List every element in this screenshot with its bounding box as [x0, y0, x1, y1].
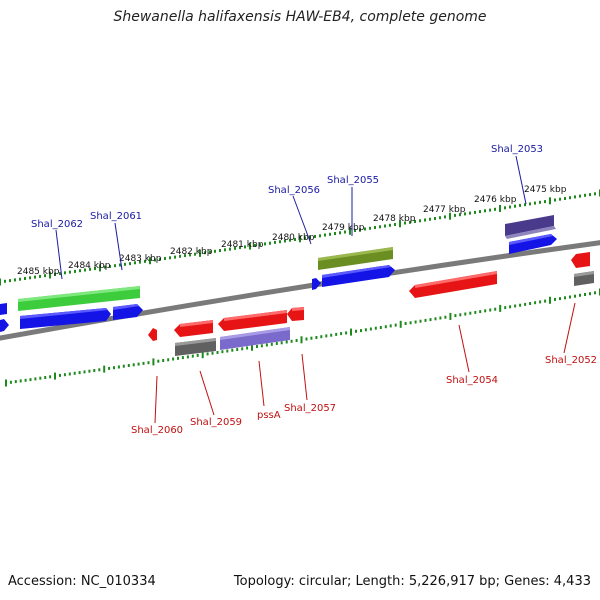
scale-label-2483: 2483 kbp	[119, 254, 162, 264]
cds-reverse-shal-2054[interactable]	[409, 271, 497, 298]
leader-shal-2054	[458, 324, 470, 373]
cds-reverse-shal-2052[interactable]	[571, 252, 590, 268]
cds-reverse-shal-2059[interactable]	[174, 320, 213, 337]
cds-forward-shal-2062[interactable]	[20, 308, 111, 329]
ruler-lower	[5, 288, 600, 387]
leader-shal-2060	[154, 375, 158, 424]
scale-label-2485: 2485 kbp	[17, 267, 60, 277]
leader-shal-2059	[199, 370, 215, 416]
label-shal-2060[interactable]: Shal_2060	[131, 425, 183, 436]
label-shal-2059[interactable]: Shal_2059	[190, 417, 242, 428]
feature-rna-green[interactable]	[18, 286, 140, 311]
scale-label-2480: 2480 kbp	[272, 233, 315, 243]
label-shal-2052[interactable]: Shal_2052	[545, 355, 597, 366]
label-shal-2057[interactable]: Shal_2057	[284, 403, 336, 414]
label-shal-2056[interactable]: Shal_2056	[268, 185, 320, 196]
genome-summary-text: Topology: circular; Length: 5,226,917 bp…	[233, 574, 591, 589]
feature-olive-gene[interactable]	[318, 247, 393, 270]
scale-label-2475: 2475 kbp	[524, 185, 567, 195]
scale-label-2478: 2478 kbp	[373, 214, 416, 224]
cds-reverse-shal-2060[interactable]	[148, 328, 157, 341]
ruler-upper	[0, 189, 600, 286]
cds-forward-left-edge[interactable]	[0, 303, 9, 332]
feature-dark-blue-gene[interactable]	[505, 215, 556, 239]
label-shal-2055[interactable]: Shal_2055	[327, 175, 379, 186]
cds-reverse-shal-2057[interactable]	[287, 307, 304, 321]
genome-backbone	[0, 240, 600, 341]
scale-label-2481: 2481 kbp	[221, 240, 264, 250]
feature-gray-gene-2[interactable]	[574, 271, 594, 286]
leader-shal-2057	[301, 353, 308, 401]
cds-reverse-pssa[interactable]	[218, 310, 287, 331]
feature-gray-gene-1[interactable]	[175, 338, 216, 356]
accession-text: Accession: NC_010334	[8, 574, 156, 589]
leader-shal-2056	[292, 195, 312, 245]
map-title: Shewanella halifaxensis HAW-EB4, complet…	[113, 9, 487, 25]
leader-shal-2053	[515, 155, 527, 205]
scale-label-2479: 2479 kbp	[322, 223, 365, 233]
label-shal-2053[interactable]: Shal_2053	[491, 144, 543, 155]
leader-pssa	[258, 360, 265, 407]
scale-label-2476: 2476 kbp	[474, 195, 517, 205]
label-shal-2054[interactable]: Shal_2054	[446, 375, 498, 386]
cds-forward-shal-2053[interactable]	[509, 234, 557, 254]
scale-label-2477: 2477 kbp	[423, 205, 466, 215]
leader-shal-2062	[55, 229, 63, 280]
label-shal-2062[interactable]: Shal_2062	[31, 219, 83, 230]
leader-shal-2052	[563, 302, 576, 354]
label-shal-2061[interactable]: Shal_2061	[90, 211, 142, 222]
feature-lavender-gene[interactable]	[220, 327, 290, 350]
cds-forward-shal-2056[interactable]	[312, 278, 321, 290]
label-pssa[interactable]: pssA	[257, 410, 281, 421]
leader-shal-2061	[114, 222, 123, 271]
scale-label-2484: 2484 kbp	[68, 261, 111, 271]
cds-forward-shal-2061[interactable]	[113, 304, 143, 320]
scale-label-2482: 2482 kbp	[170, 247, 213, 257]
cds-forward-shal-2055[interactable]	[322, 265, 395, 287]
